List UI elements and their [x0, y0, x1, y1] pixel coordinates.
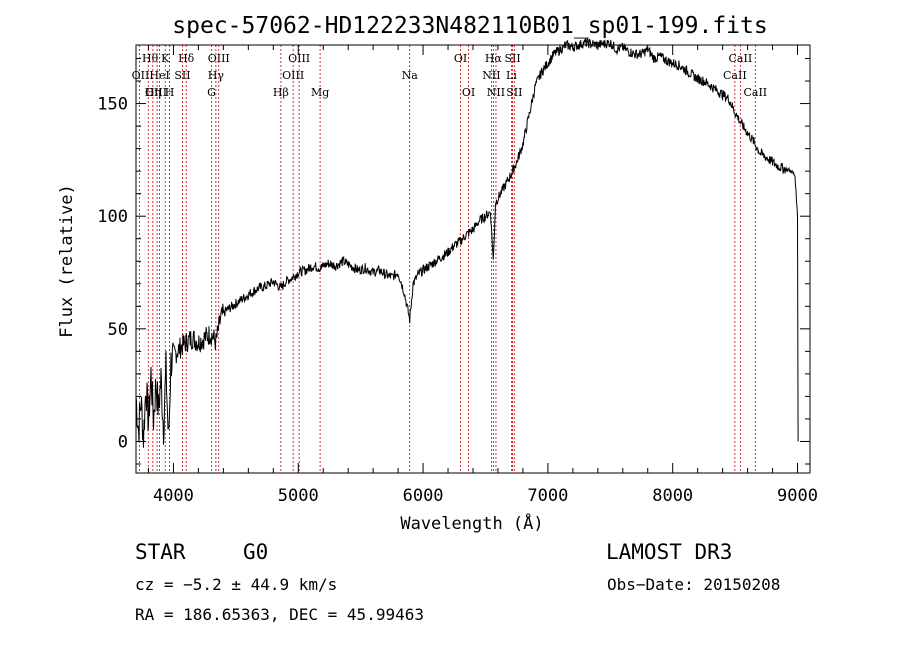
redshift-velocity: cz = −5.2 ± 44.9 km/s	[135, 575, 337, 594]
line-label: SII	[174, 69, 190, 82]
line-label: Hδ	[178, 52, 195, 65]
object-subclass: G0	[243, 540, 268, 564]
spectrum-line	[135, 36, 799, 448]
line-label: OIII	[288, 52, 310, 65]
line-label: NII	[482, 69, 500, 82]
line-label: OIII	[145, 86, 167, 99]
chart-title: spec-57062-HD122233N482110B01_sp01-199.f…	[172, 13, 767, 39]
emission-line-markers	[138, 45, 756, 473]
y-tick-label: 100	[97, 207, 128, 227]
x-tick-label: 5000	[278, 486, 319, 506]
line-label: CaII	[743, 86, 767, 99]
line-label: HeI	[149, 69, 169, 82]
survey-name: LAMOST DR3	[606, 540, 732, 564]
y-tick-label: 50	[108, 320, 128, 340]
x-axis-label: Wavelength (Å)	[400, 512, 543, 534]
line-label: Hγ	[208, 69, 225, 82]
line-label: OI	[462, 86, 475, 99]
line-label: OIII	[208, 52, 230, 65]
line-label: OI	[454, 52, 467, 65]
line-label: SII	[504, 52, 520, 65]
x-tick-label: 9000	[777, 486, 818, 506]
line-label: NII	[487, 86, 505, 99]
axis-ticks	[136, 45, 810, 473]
line-label: SII	[506, 86, 522, 99]
line-label: Li	[506, 69, 517, 82]
line-label: H	[165, 86, 175, 99]
line-label: OII	[132, 69, 150, 82]
line-label: OIII	[282, 69, 304, 82]
x-tick-label: 8000	[652, 486, 693, 506]
line-label: Hα	[485, 52, 503, 65]
line-label: G	[207, 86, 216, 99]
y-tick-label: 150	[97, 95, 128, 115]
line-label: K	[161, 52, 170, 65]
x-tick-label: 6000	[403, 486, 444, 506]
line-label: CaII	[723, 69, 747, 82]
plot-frame	[135, 44, 811, 474]
emission-line-labels: Hθ OII OIII HeI Hη K H SII Hδ OIII Hγ G Hβ OIII OIII Mg…	[132, 52, 768, 99]
line-label: CaII	[729, 52, 753, 65]
line-label: Hβ	[273, 86, 289, 99]
line-label: Hη	[145, 86, 161, 99]
y-tick-labels: 0 50 100 150	[97, 95, 128, 453]
sky-coordinates: RA = 186.65363, DEC = 45.99463	[135, 605, 424, 624]
x-tick-label: 7000	[527, 486, 568, 506]
x-tick-label: 4000	[153, 486, 194, 506]
x-tick-labels: 4000 5000 6000 7000 8000 9000	[153, 486, 818, 506]
y-axis-label: Flux (relative)	[57, 184, 77, 338]
line-label: Hθ	[142, 52, 159, 65]
y-tick-label: 0	[118, 432, 128, 452]
line-label: Na	[402, 69, 419, 82]
observation-date: Obs−Date: 20150208	[607, 575, 780, 594]
object-class: STAR	[135, 540, 186, 564]
line-label: Mg	[311, 86, 329, 99]
